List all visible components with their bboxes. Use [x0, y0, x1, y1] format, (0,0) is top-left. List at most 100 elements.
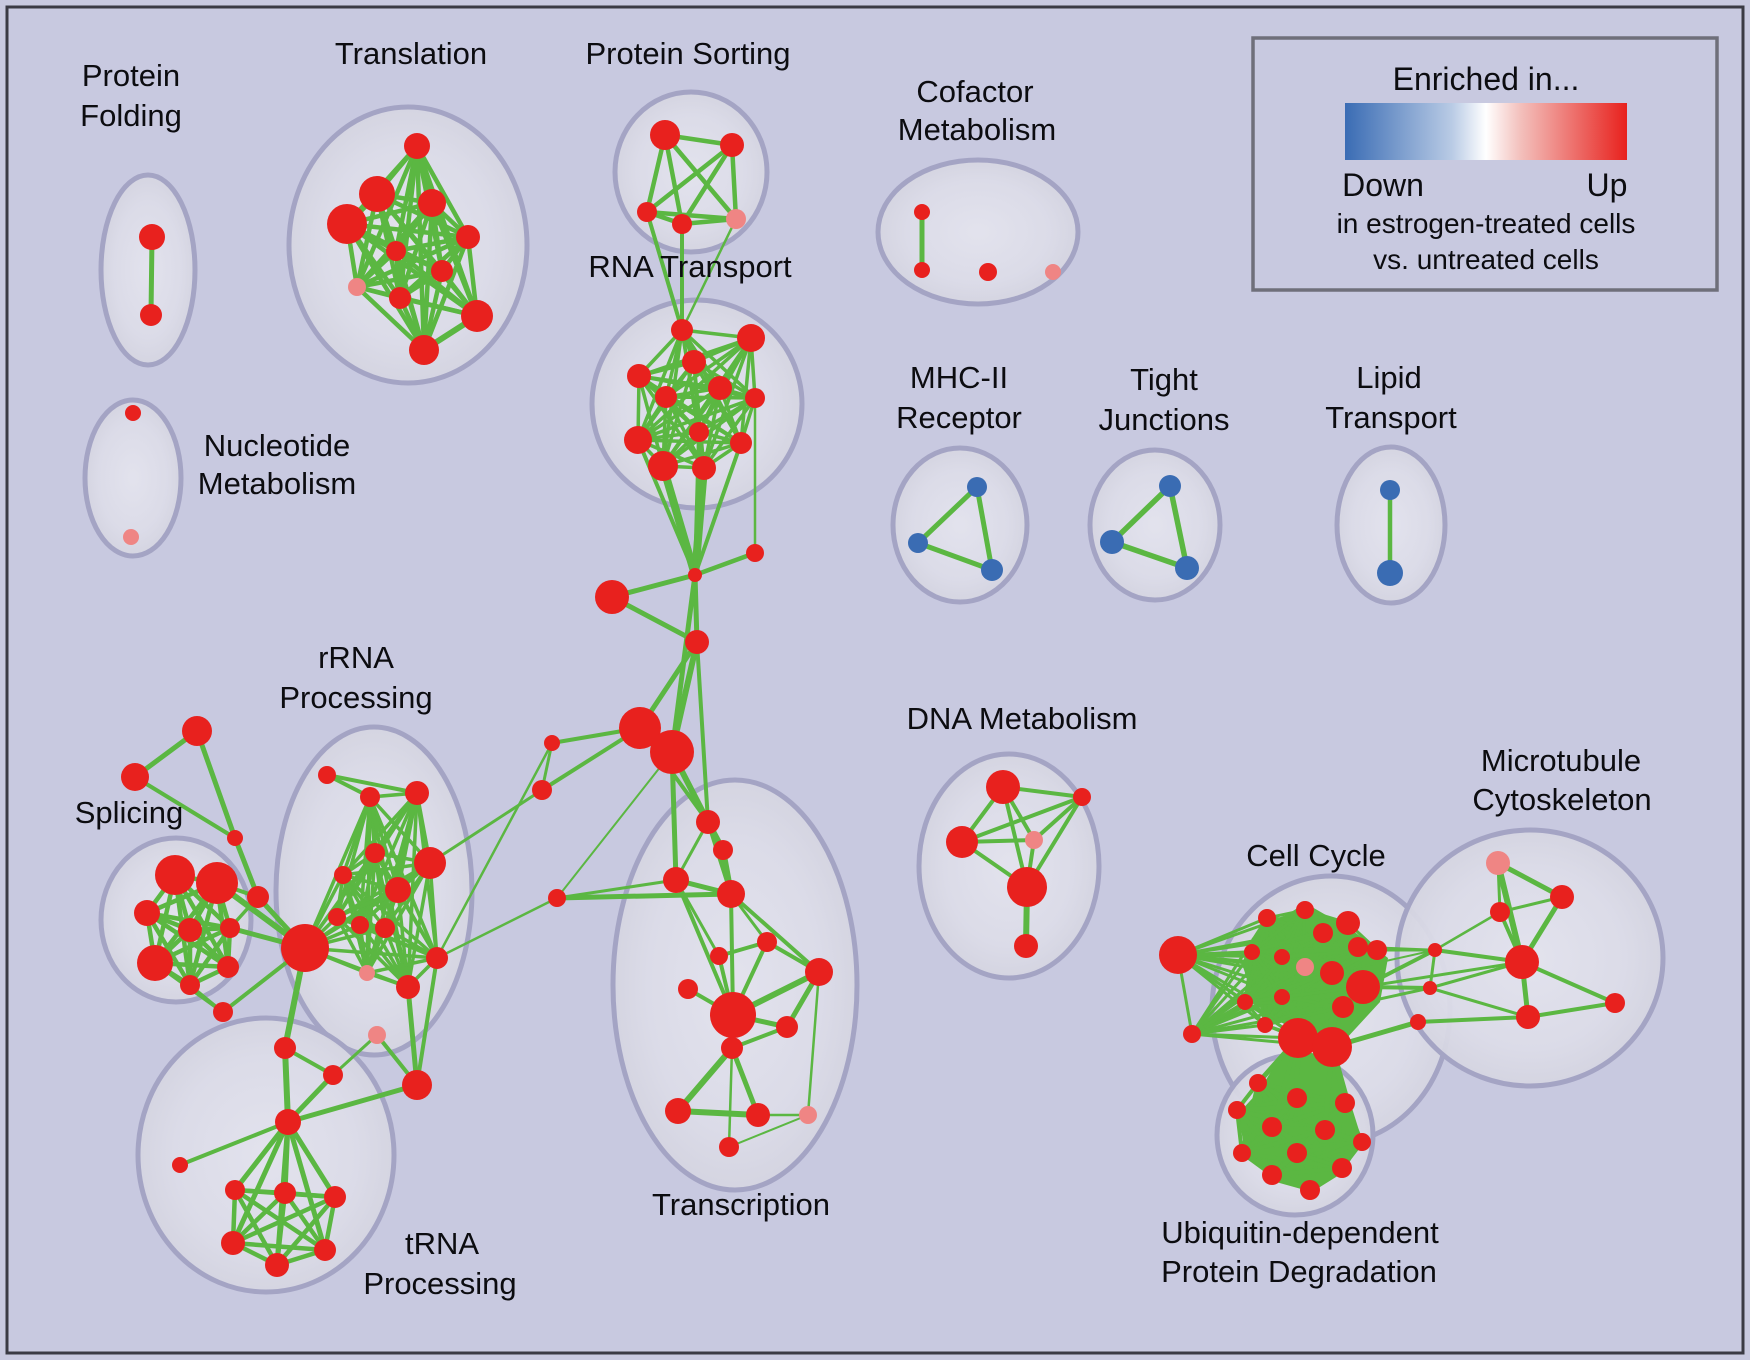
edge-tn3-tn4 [230, 1194, 338, 1246]
cluster-label-cofactor-metabolism-line1: Cofactor [916, 74, 1033, 109]
edge-rt8-mj [693, 430, 701, 577]
gene-set-node-m6-up [532, 780, 552, 800]
edge-d2-d3 [960, 795, 1084, 844]
gene-set-node-r6-up [385, 877, 411, 903]
gene-set-node-u11-up [1262, 1165, 1282, 1185]
gene-set-node-m5-up [544, 735, 560, 751]
cluster-label-lipid-transport-line2: Transport [1325, 400, 1457, 435]
gene-set-node-cl-up [1159, 936, 1197, 974]
edge-tre-trd [554, 891, 734, 901]
gene-set-node-t10-up [461, 300, 493, 332]
edge-u10-u11 [1270, 1166, 1344, 1177]
edge-t6-t10 [393, 248, 480, 319]
edge-tnh-tn3 [285, 1119, 338, 1200]
gene-set-node-s5-up [220, 918, 240, 938]
gene-set-node-r13-up [426, 947, 448, 969]
gene-set-node-rt2-up [737, 324, 765, 352]
cluster-label-mhc-ii-receptor-line1: MHC-II [910, 360, 1008, 395]
cluster-label-tight-junctions-line1: Tight [1130, 362, 1198, 397]
edge-tnh-tn1 [232, 1119, 291, 1193]
edge-k1-mt2 [1433, 910, 1502, 952]
gene-set-node-r7-up [414, 847, 446, 879]
edge-r9-r12 [358, 923, 410, 989]
gene-set-node-c9-up [1320, 961, 1344, 985]
gene-set-node-t2-up [359, 176, 395, 212]
gene-set-node-c5-up [1348, 937, 1368, 957]
edge-t8-t11 [354, 284, 427, 353]
gene-set-node-trn-weak-up [799, 1106, 817, 1124]
gene-set-node-t5-up [456, 225, 480, 249]
legend-caption-line1: in estrogen-treated cells [1337, 208, 1636, 239]
gene-set-node-mj-up [688, 568, 702, 582]
gene-set-node-mt2-up [1490, 902, 1510, 922]
gene-set-node-c2-up [1296, 901, 1314, 919]
edge-c7-c10 [1243, 950, 1254, 1004]
cluster-ellipse-tight-junctions [1087, 447, 1223, 603]
gene-set-node-tn4-up [221, 1231, 245, 1255]
gene-set-node-t4-up [327, 204, 367, 244]
edge-k2-mt4 [1428, 986, 1530, 1019]
cluster-labels-layer: Protein Folding Translation Protein Sorting… [75, 36, 1652, 1301]
gene-set-node-tra-up [696, 810, 720, 834]
gene-set-node-c7-up [1244, 944, 1260, 960]
edge-pf1-pf2 [148, 234, 155, 318]
edge-r2-r8 [335, 795, 372, 919]
gene-set-node-t7-up [431, 260, 453, 282]
gene-set-node-u6-up [1315, 1120, 1335, 1140]
gene-set-node-cm1-up [914, 204, 930, 220]
cluster-label-microtubule-cytoskeleton-line2: Cytoskeleton [1472, 782, 1651, 817]
edge-r1-r3 [325, 773, 419, 795]
cluster-ellipse-cofactor-metabolism [875, 157, 1081, 307]
edge-tro-trn [728, 1114, 809, 1148]
gene-set-node-b6-down [1175, 556, 1199, 580]
edge-tre-trc [555, 878, 678, 900]
edge-ps1-ps5 [662, 132, 739, 222]
edge-tn0-tnh [178, 1120, 290, 1167]
edge-ps2-ps4 [679, 142, 735, 227]
cluster-ellipse-protein-folding [98, 172, 198, 368]
edge-c2-c7 [1250, 908, 1307, 954]
edge-m6-r7 [428, 788, 544, 865]
edge-ps2-ps3 [644, 142, 735, 215]
gene-set-node-mt1-up [1550, 885, 1574, 909]
gene-set-node-mt4-up [1516, 1005, 1540, 1029]
gene-set-node-d1-up [986, 770, 1020, 804]
gene-set-node-s8-up [217, 956, 239, 978]
edge-t3-t10 [429, 200, 480, 319]
cluster-label-translation-line1: Translation [335, 36, 487, 71]
gene-set-node-d5-up [1007, 867, 1047, 907]
edge-b1-b3 [974, 484, 995, 573]
gene-set-node-ps2-up [720, 133, 744, 157]
figure-border [5, 5, 1745, 1355]
gene-set-node-x3-up [227, 830, 243, 846]
gene-set-node-s3-up [134, 900, 160, 926]
gene-set-node-trhub-up [710, 992, 756, 1038]
edge-b2-b3 [915, 540, 995, 573]
gene-set-node-h2-up [650, 730, 694, 774]
edge-trk-trl [675, 1045, 735, 1114]
gene-set-node-c14-up [1257, 1017, 1273, 1033]
gene-set-node-s6-up [137, 945, 173, 981]
gene-set-node-r16-up [323, 1065, 343, 1085]
gene-set-node-d4-weak-up [1025, 831, 1043, 849]
gene-set-node-r4-up [365, 843, 385, 863]
edge-c12-c14 [1263, 985, 1365, 1027]
gene-set-node-t11-up [409, 335, 439, 365]
legend-caption-line2: vs. untreated cells [1373, 244, 1599, 275]
gene-set-node-x2-up [121, 763, 149, 791]
cluster-label-mhc-ii-receptor-line2: Receptor [896, 400, 1022, 435]
gene-set-node-ps1-up [650, 120, 680, 150]
edge-c4-c7 [1250, 921, 1350, 954]
cluster-label-rrna-processing-line1: rRNA [318, 640, 394, 675]
gene-set-node-ps4-up [672, 214, 692, 234]
cluster-label-protein-folding-line2: Folding [80, 98, 182, 133]
gene-set-node-cp-weak-up [1296, 958, 1314, 976]
gene-set-node-d3-up [946, 826, 978, 858]
edge-t1-t5 [414, 143, 471, 240]
edge-ps5-rt1 [680, 217, 738, 332]
gene-set-node-r17-up [402, 1070, 432, 1100]
edge-rt4-rt12 [637, 374, 706, 470]
edge-r8-r12 [335, 915, 410, 989]
edge-rt4-rt7 [637, 374, 757, 400]
